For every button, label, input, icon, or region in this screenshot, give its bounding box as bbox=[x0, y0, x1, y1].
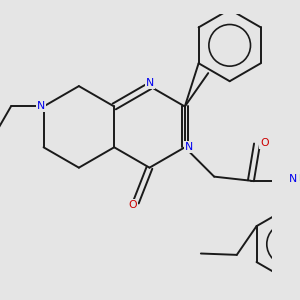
Text: O: O bbox=[128, 200, 137, 210]
Text: O: O bbox=[260, 138, 269, 148]
Text: N: N bbox=[37, 101, 45, 112]
Text: N: N bbox=[146, 78, 154, 88]
Text: N: N bbox=[185, 142, 193, 152]
Text: N: N bbox=[289, 174, 297, 184]
Text: H: H bbox=[298, 174, 300, 183]
